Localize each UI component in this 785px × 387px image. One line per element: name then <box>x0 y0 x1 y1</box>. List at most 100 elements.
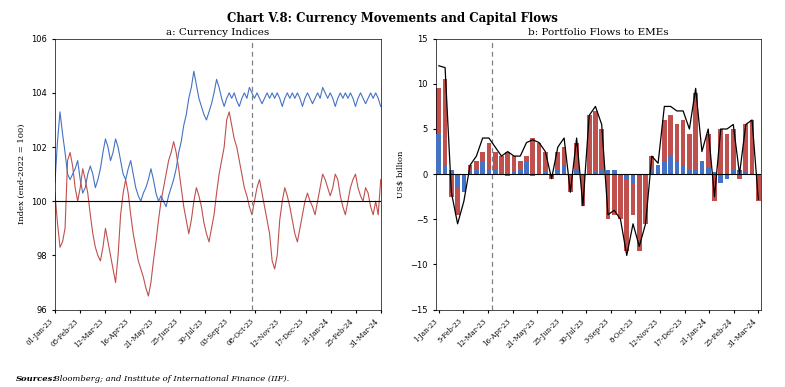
Bar <box>662 161 666 174</box>
Bar <box>556 170 560 174</box>
Bar <box>624 174 629 179</box>
Total <box>622 253 631 258</box>
Bar <box>436 134 441 174</box>
Bar <box>706 167 710 174</box>
Bar <box>605 170 610 174</box>
Bar <box>474 161 479 174</box>
Bar <box>693 93 698 174</box>
Bar <box>725 174 729 179</box>
Bar <box>518 170 523 174</box>
Bar <box>687 170 692 174</box>
Bar <box>556 152 560 174</box>
Bar <box>531 174 535 176</box>
Bar <box>662 120 666 174</box>
Bar <box>725 134 729 174</box>
Bar <box>487 170 491 174</box>
Bar <box>462 174 466 192</box>
Bar <box>499 156 504 174</box>
Bar <box>518 161 523 174</box>
Bar <box>681 165 685 174</box>
Bar <box>480 161 485 174</box>
Bar <box>468 171 473 174</box>
Bar <box>506 152 510 174</box>
Title: b: Portfolio Flows to EMEs: b: Portfolio Flows to EMEs <box>528 27 669 36</box>
Bar <box>699 165 704 174</box>
Bar <box>630 174 635 215</box>
Bar <box>743 172 748 174</box>
Bar <box>731 170 736 174</box>
Y-axis label: US$ billion: US$ billion <box>397 151 405 198</box>
Text: Sources:: Sources: <box>16 375 57 383</box>
Bar <box>506 174 510 176</box>
Y-axis label: Index (end-2022 = 100): Index (end-2022 = 100) <box>18 124 26 224</box>
Bar <box>737 174 742 179</box>
Bar <box>562 147 567 174</box>
Bar <box>605 174 610 219</box>
Bar <box>643 174 648 224</box>
Bar <box>618 174 623 219</box>
Bar <box>581 174 586 176</box>
Bar <box>687 134 692 174</box>
Bar <box>550 174 554 176</box>
Bar <box>455 174 460 188</box>
Bar <box>756 174 761 201</box>
Bar <box>575 142 579 174</box>
Bar <box>712 174 717 201</box>
Total <box>754 197 763 202</box>
Bar <box>743 125 748 174</box>
Bar <box>612 174 616 215</box>
Bar <box>674 161 679 174</box>
Bar <box>480 152 485 174</box>
Bar <box>512 171 517 174</box>
Bar <box>568 174 573 192</box>
Bar <box>731 129 736 174</box>
Bar <box>449 174 454 197</box>
Bar <box>531 138 535 174</box>
Bar <box>674 125 679 174</box>
Bar <box>699 161 704 174</box>
Bar <box>543 172 548 174</box>
Bar <box>449 170 454 174</box>
Bar <box>593 111 598 174</box>
Bar <box>562 165 567 174</box>
Title: a: Currency Indices: a: Currency Indices <box>166 27 269 36</box>
Bar <box>706 134 710 174</box>
Bar <box>718 129 723 174</box>
Bar <box>712 172 717 174</box>
Bar <box>474 170 479 174</box>
Bar <box>668 115 673 174</box>
Bar <box>587 115 592 174</box>
Bar <box>649 170 654 174</box>
Total <box>634 244 644 249</box>
Bar <box>543 152 548 174</box>
Line: Total: Total <box>439 66 758 255</box>
Text: Chart V.8: Currency Movements and Capital Flows: Chart V.8: Currency Movements and Capita… <box>227 12 558 25</box>
Bar <box>468 165 473 174</box>
Bar <box>637 174 641 251</box>
Bar <box>599 170 604 174</box>
Bar <box>599 129 604 174</box>
Bar <box>462 174 466 183</box>
Bar <box>436 88 441 174</box>
Total <box>547 176 557 181</box>
Bar <box>487 142 491 174</box>
Bar <box>581 174 586 206</box>
Bar <box>618 174 623 176</box>
Bar <box>493 152 498 174</box>
Bar <box>750 120 754 174</box>
Bar <box>575 170 579 174</box>
Bar <box>443 165 447 174</box>
Text: Bloomberg; and Institute of International Finance (IIF).: Bloomberg; and Institute of Internationa… <box>51 375 290 383</box>
Bar <box>655 165 660 174</box>
Bar <box>637 174 641 176</box>
Bar <box>693 170 698 174</box>
Bar <box>630 174 635 183</box>
Bar <box>718 174 723 183</box>
Bar <box>681 120 685 174</box>
Bar <box>737 170 742 174</box>
Total <box>459 199 469 204</box>
Bar <box>655 165 660 174</box>
Bar <box>493 170 498 174</box>
Total <box>434 63 444 68</box>
Bar <box>668 156 673 174</box>
